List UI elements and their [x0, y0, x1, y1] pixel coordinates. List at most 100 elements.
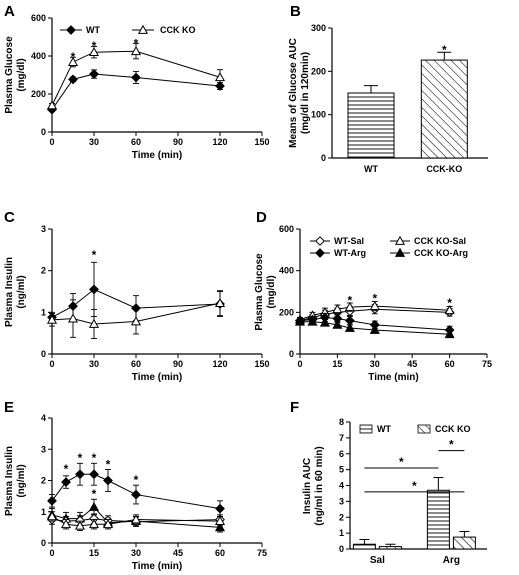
y-tick-label: 8: [339, 417, 344, 427]
legend-marker: [66, 25, 76, 35]
data-point: [369, 324, 380, 334]
y-axis-label: Plasma Insulin: [4, 446, 15, 516]
bar: [378, 546, 402, 550]
data-point: [214, 522, 226, 532]
x-tick-label: 150: [254, 359, 269, 369]
legend-label: WT-Sal: [334, 236, 364, 246]
data-point: [130, 46, 142, 56]
significance-star: *: [134, 36, 139, 50]
y-tick-label: 2: [41, 266, 46, 276]
y-tick-label: 1: [41, 307, 46, 317]
panel-letter: B: [290, 3, 301, 20]
series-0: [47, 462, 225, 517]
significance-star: *: [372, 291, 377, 305]
data-point: [46, 314, 58, 324]
data-point: [214, 515, 226, 525]
data-point: [307, 316, 318, 326]
x-tick-label: 75: [482, 359, 492, 369]
data-point: [46, 100, 58, 110]
y-axis-label: Insulin AUC: [302, 458, 313, 514]
y-tick-label: 7: [339, 433, 344, 443]
significance-star: *: [71, 50, 76, 64]
series-cck-ko-arg: [294, 316, 455, 339]
significance-star: *: [78, 451, 83, 465]
y-tick-label: 3: [41, 224, 46, 234]
y-tick-label: 0: [41, 127, 46, 137]
y-tick-label: 300: [311, 23, 326, 33]
significance-star: *: [449, 438, 454, 452]
data-point: [215, 503, 225, 514]
legend-label: CCK KO-Arg: [414, 248, 468, 258]
significance-star: *: [442, 43, 447, 57]
panel-b: B Means of Glucose AUC (mg/dl in 120min) 0 1…: [288, 3, 488, 174]
y-tick-label: 2: [41, 476, 46, 486]
data-point: [68, 74, 78, 85]
y-tick-label: 3: [339, 496, 344, 506]
y-axis-label: Means of Glucose AUC: [288, 38, 299, 148]
x-tick-label: Sal: [370, 555, 385, 566]
x-tick-label: Arg: [443, 555, 460, 566]
y-tick-label: 0: [321, 153, 326, 163]
y-tick-label: 5: [339, 465, 344, 475]
x-axis-label: Time (min): [132, 561, 182, 572]
data-point: [103, 475, 113, 486]
data-point: [294, 316, 306, 326]
y-tick-label: 100: [311, 110, 326, 120]
y-tick-label: 200: [311, 66, 326, 76]
y-tick-label: 1: [339, 528, 344, 538]
x-tick-label: CCK-KO: [426, 164, 462, 174]
x-tick-label: 0: [297, 359, 302, 369]
legend-label: CCK KO-Sal: [414, 236, 466, 246]
bar: [420, 59, 468, 159]
x-tick-label: 30: [131, 548, 141, 558]
significance-star: *: [92, 451, 97, 465]
x-tick-label: 45: [407, 359, 417, 369]
significance-star: *: [64, 462, 69, 476]
data-point: [332, 319, 343, 329]
x-tick-label: 120: [212, 359, 227, 369]
legend-marker: [394, 235, 406, 245]
panel-d: D Plasma Glucose (mg/dl) 0 200 400 600 0 15 30 45 6…: [254, 209, 492, 383]
legend-label: CCK KO: [160, 25, 196, 35]
y-tick-label: 0: [41, 538, 46, 548]
x-tick-label: WT: [364, 164, 378, 174]
y-tick-label: 4: [41, 413, 46, 423]
data-point: [75, 469, 85, 480]
data-point: [344, 301, 355, 311]
x-tick-label: 150: [254, 137, 269, 147]
legend-marker: [315, 236, 325, 246]
legend-marker: [315, 248, 325, 258]
data-point: [89, 284, 99, 295]
data-point: [214, 297, 226, 308]
y-tick-label: 200: [31, 89, 46, 99]
series-wt: [47, 69, 225, 115]
x-tick-label: 75: [257, 548, 267, 558]
x-tick-label: 0: [49, 359, 54, 369]
y-axis-label: Plasma Glucose: [4, 36, 15, 114]
x-axis-label: Time (min): [132, 372, 182, 383]
legend-swatch: [417, 424, 431, 434]
y-tick-label: 0: [41, 349, 46, 359]
y-tick-label: 6: [339, 449, 344, 459]
data-point: [131, 489, 141, 500]
series-cck-ko: [46, 43, 226, 110]
x-tick-label: 15: [89, 548, 99, 558]
data-point: [47, 495, 57, 506]
series-3: [46, 511, 226, 531]
data-point: [214, 72, 226, 82]
y-tick-label: 200: [279, 307, 294, 317]
series-1: [46, 290, 226, 340]
y-axis-unit: (ng/ml): [16, 464, 27, 497]
data-point: [60, 519, 72, 529]
data-point: [102, 519, 114, 529]
data-point: [88, 46, 100, 57]
panel-letter: A: [4, 3, 15, 20]
y-axis-unit: (ng/ml in 60 min): [314, 446, 325, 525]
significance-star: *: [106, 457, 111, 471]
x-tick-label: 60: [131, 137, 141, 147]
y-axis-unit: (ng/ml): [16, 275, 27, 308]
x-axis-label: Time (min): [368, 372, 418, 383]
panel-a: A Plasma Glucose (mg/dl) 0 200 400 600 0 30 60 90 1…: [4, 3, 270, 161]
y-tick-label: 3: [41, 444, 46, 454]
data-point: [88, 519, 100, 529]
